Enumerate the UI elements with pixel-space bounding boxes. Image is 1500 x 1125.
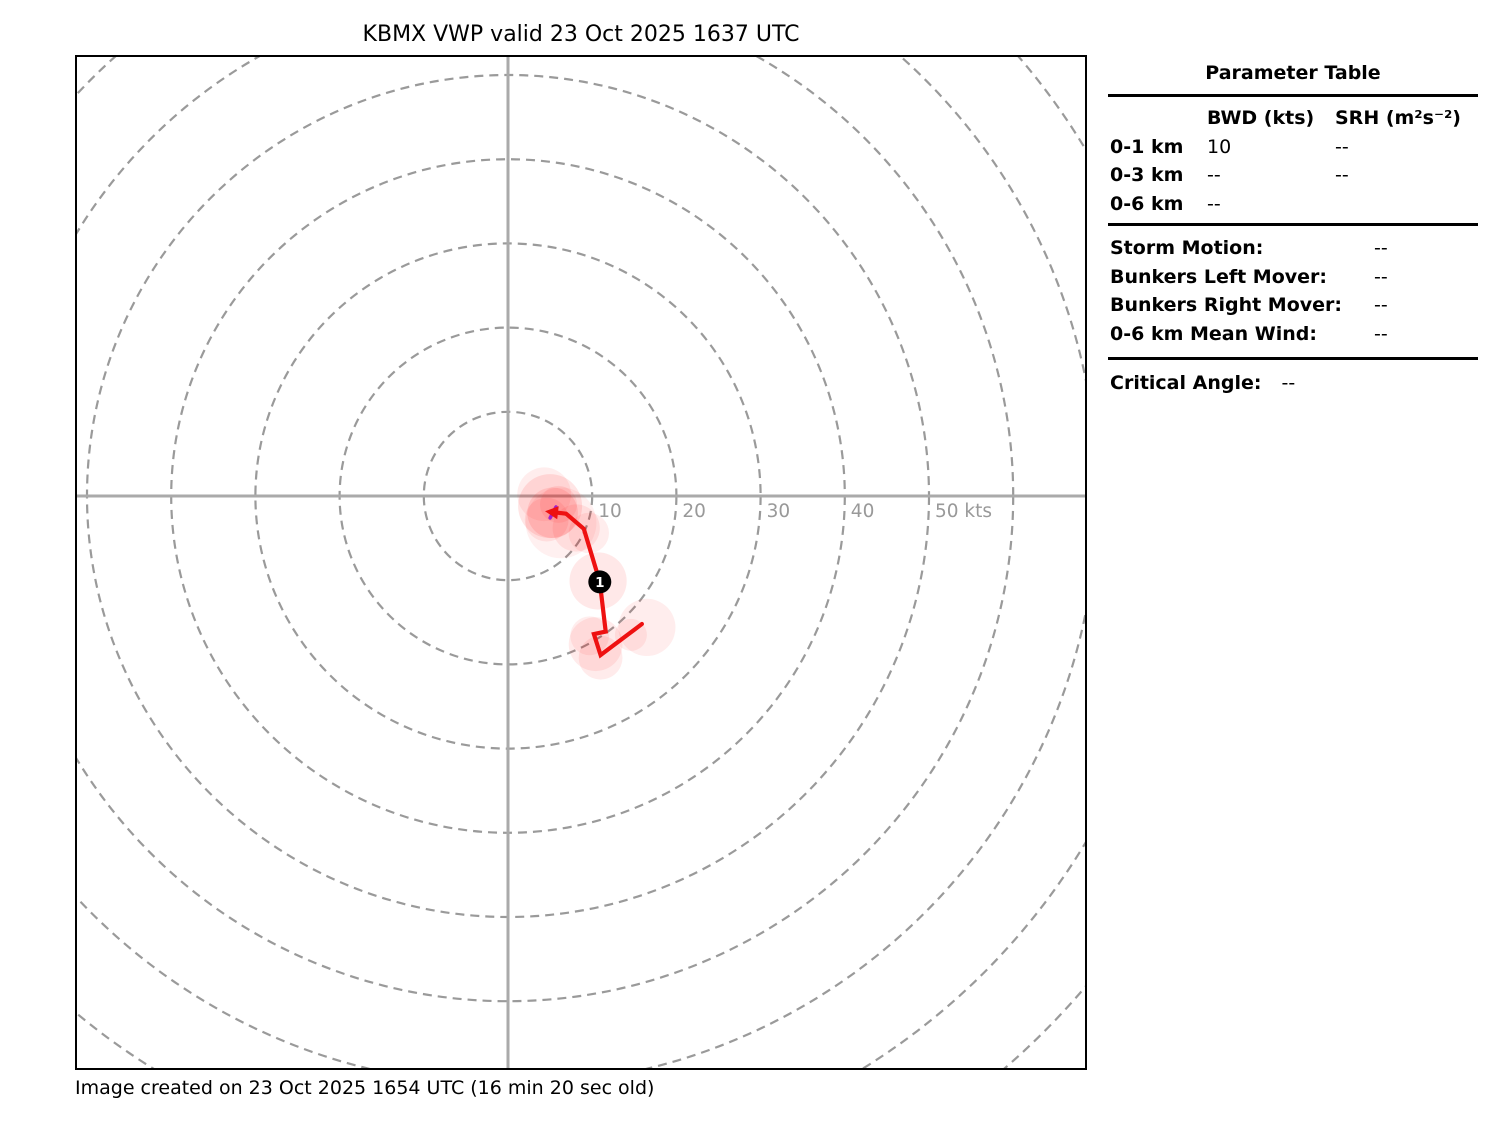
shear-table: BWD (kts) SRH (m²s⁻²) 0-1 km 10 -- 0-3 k… [1108, 97, 1478, 223]
plot-title: KBMX VWP valid 23 Oct 2025 1637 UTC [362, 22, 800, 47]
bunkers-left-value: -- [1374, 265, 1388, 288]
bwd-0-3km: -- [1207, 164, 1221, 186]
parameter-table-title: Parameter Table [1205, 62, 1381, 84]
bwd-0-1km: 10 [1207, 135, 1232, 158]
col-header-bwd: BWD (kts) [1207, 107, 1315, 129]
storm-motion-row: Storm Motion: -- [1110, 234, 1478, 263]
shear-corner-cell [1110, 104, 1207, 133]
row-label-0-6km: 0-6 km [1110, 192, 1184, 215]
mean-wind-label: 0-6 km Mean Wind: [1110, 322, 1317, 345]
table-rule-bottom [1108, 357, 1478, 360]
storm-motion-label: Storm Motion: [1110, 237, 1264, 259]
srh-0-3km: -- [1335, 164, 1349, 186]
row-label-0-1km: 0-1 km [1110, 135, 1184, 158]
srh-0-1km: -- [1335, 135, 1349, 158]
height-marker-1km [588, 570, 612, 594]
bunkers-left-row: Bunkers Left Mover: -- [1110, 263, 1478, 292]
ring-label-30kt: 30 [767, 501, 791, 522]
vwp-wind-trace [564, 511, 645, 659]
hodograph-canvas: 10 20 30 40 50 kts 1 [77, 57, 1085, 1068]
wind-uncertainty-blob-1 [518, 474, 583, 539]
hodograph-plot: 10 20 30 40 50 kts 1 [75, 55, 1087, 1070]
motion-table: Storm Motion: -- Bunkers Left Mover: -- … [1108, 226, 1478, 357]
wind-uncertainty-blob-5 [525, 487, 597, 559]
table-rule-top [1108, 94, 1478, 97]
bunkers-right-label: Bunkers Right Mover: [1110, 294, 1343, 316]
wind-uncertainty-blob-12 [618, 598, 676, 657]
mean-wind-value: -- [1374, 322, 1388, 345]
bunkers-left-label: Bunkers Left Mover: [1110, 265, 1327, 288]
srh-0-6km [1335, 190, 1480, 219]
mean-wind-row: 0-6 km Mean Wind: -- [1110, 320, 1478, 349]
ring-label-10kt: 10 [598, 501, 622, 522]
trace-arrow-head-icon [545, 506, 559, 520]
row-label-0-3km: 0-3 km [1110, 164, 1184, 186]
table-rule-mid [1108, 223, 1478, 226]
critical-angle-row: Critical Angle: -- [1108, 360, 1478, 394]
col-header-srh: SRH (m²s⁻²) [1335, 107, 1461, 129]
critical-angle-value: -- [1281, 372, 1296, 394]
bunkers-right-row: Bunkers Right Mover: -- [1110, 291, 1478, 320]
bwd-0-6km: -- [1207, 192, 1221, 215]
parameter-table: Parameter Table BWD (kts) SRH (m²s⁻²) 0-… [1108, 62, 1478, 394]
critical-angle-label: Critical Angle: [1110, 372, 1262, 394]
image-age-caption: Image created on 23 Oct 2025 1654 UTC (1… [75, 1077, 655, 1099]
ring-label-40kt: 40 [851, 501, 875, 522]
bunkers-right-value: -- [1374, 294, 1388, 316]
ring-label-50kt: 50 kts [935, 501, 992, 522]
height-marker-1km-label: 1 [595, 575, 604, 591]
storm-motion-value: -- [1374, 237, 1388, 259]
ring-label-20kt: 20 [682, 501, 706, 522]
